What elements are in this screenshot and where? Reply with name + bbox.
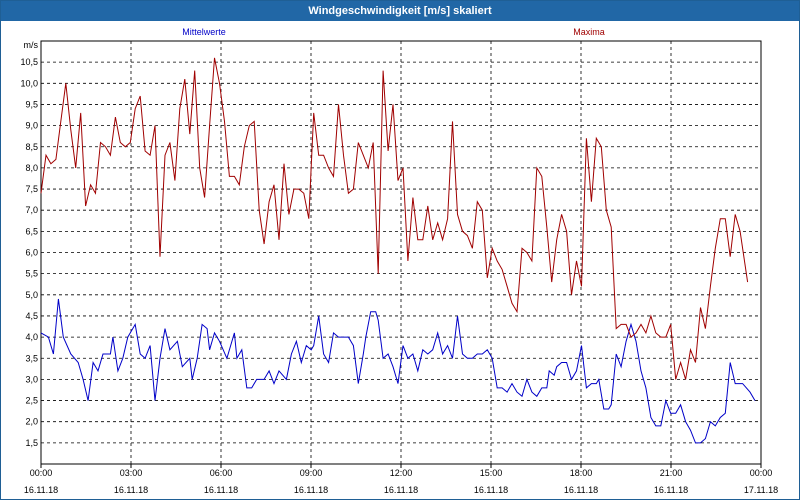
x-tick-time: 18:00 [570, 468, 593, 478]
legend-mittelwerte: Mittelwerte [182, 27, 226, 37]
window-title: Windgeschwindigkeit [m/s] skaliert [1, 1, 799, 21]
y-tick-label: 6,5 [25, 226, 38, 236]
y-tick-label: 9,0 [25, 121, 38, 131]
x-tick-time: 12:00 [390, 468, 413, 478]
x-tick-date: 17.11.18 [744, 485, 778, 495]
x-tick-time: 21:00 [660, 468, 683, 478]
y-tick-label: 10,5 [20, 57, 38, 67]
legend: Mittelwerte Maxima [182, 27, 605, 37]
series-line-maxima [40, 57, 749, 380]
series-line-mittelwerte [40, 298, 756, 444]
x-tick-date: 16.11.18 [384, 485, 418, 495]
y-tick-label: 1,5 [25, 438, 38, 448]
series-lines [40, 57, 756, 444]
x-tick-date: 16.11.18 [204, 485, 238, 495]
x-tick-date: 16.11.18 [114, 485, 148, 495]
y-tick-label: 8,5 [25, 142, 38, 152]
y-tick-label: 10,0 [20, 78, 38, 88]
x-tick-time: 06:00 [210, 468, 233, 478]
x-axis: 00:00 16.11.18 03:00 16.11.18 06:00 16.11.18 0… [24, 464, 778, 495]
y-axis-label: m/s [24, 40, 39, 50]
y-tick-label: 4,0 [25, 332, 38, 342]
x-tick-time: 15:00 [480, 468, 503, 478]
x-tick-date: 16.11.18 [654, 485, 688, 495]
y-tick-label: 3,5 [25, 353, 38, 363]
y-tick-label: 3,0 [25, 374, 38, 384]
x-tick-date: 16.11.18 [24, 485, 58, 495]
y-tick-label: 2,5 [25, 396, 38, 406]
x-tick-date: 16.11.18 [474, 485, 508, 495]
x-tick-time: 09:00 [300, 468, 323, 478]
y-tick-label: 5,5 [25, 269, 38, 279]
y-tick-label: 2,0 [25, 417, 38, 427]
y-axis: 1,5 2,0 2,5 3,0 3,5 4,0 4,5 5,0 5,5 6,0 6,5 7,0 7,5 8… [20, 40, 38, 448]
x-tick-time: 00:00 [30, 468, 53, 478]
chart-grid [41, 41, 761, 464]
y-tick-label: 6,0 [25, 248, 38, 258]
legend-maxima: Maxima [573, 27, 605, 37]
wind-speed-chart: 1,5 2,0 2,5 3,0 3,5 4,0 4,5 5,0 5,5 6,0 6,5 7,0 7,5 8… [20, 27, 778, 495]
x-tick-date: 16.11.18 [294, 485, 328, 495]
x-tick-date: 16.11.18 [564, 485, 598, 495]
y-tick-label: 4,5 [25, 311, 38, 321]
y-tick-label: 5,0 [25, 290, 38, 300]
x-tick-time: 00:00 [750, 468, 773, 478]
x-tick-time: 03:00 [120, 468, 143, 478]
y-tick-label: 7,5 [25, 184, 38, 194]
y-tick-label: 8,0 [25, 163, 38, 173]
y-tick-label: 7,0 [25, 205, 38, 215]
y-tick-label: 9,5 [25, 99, 38, 109]
